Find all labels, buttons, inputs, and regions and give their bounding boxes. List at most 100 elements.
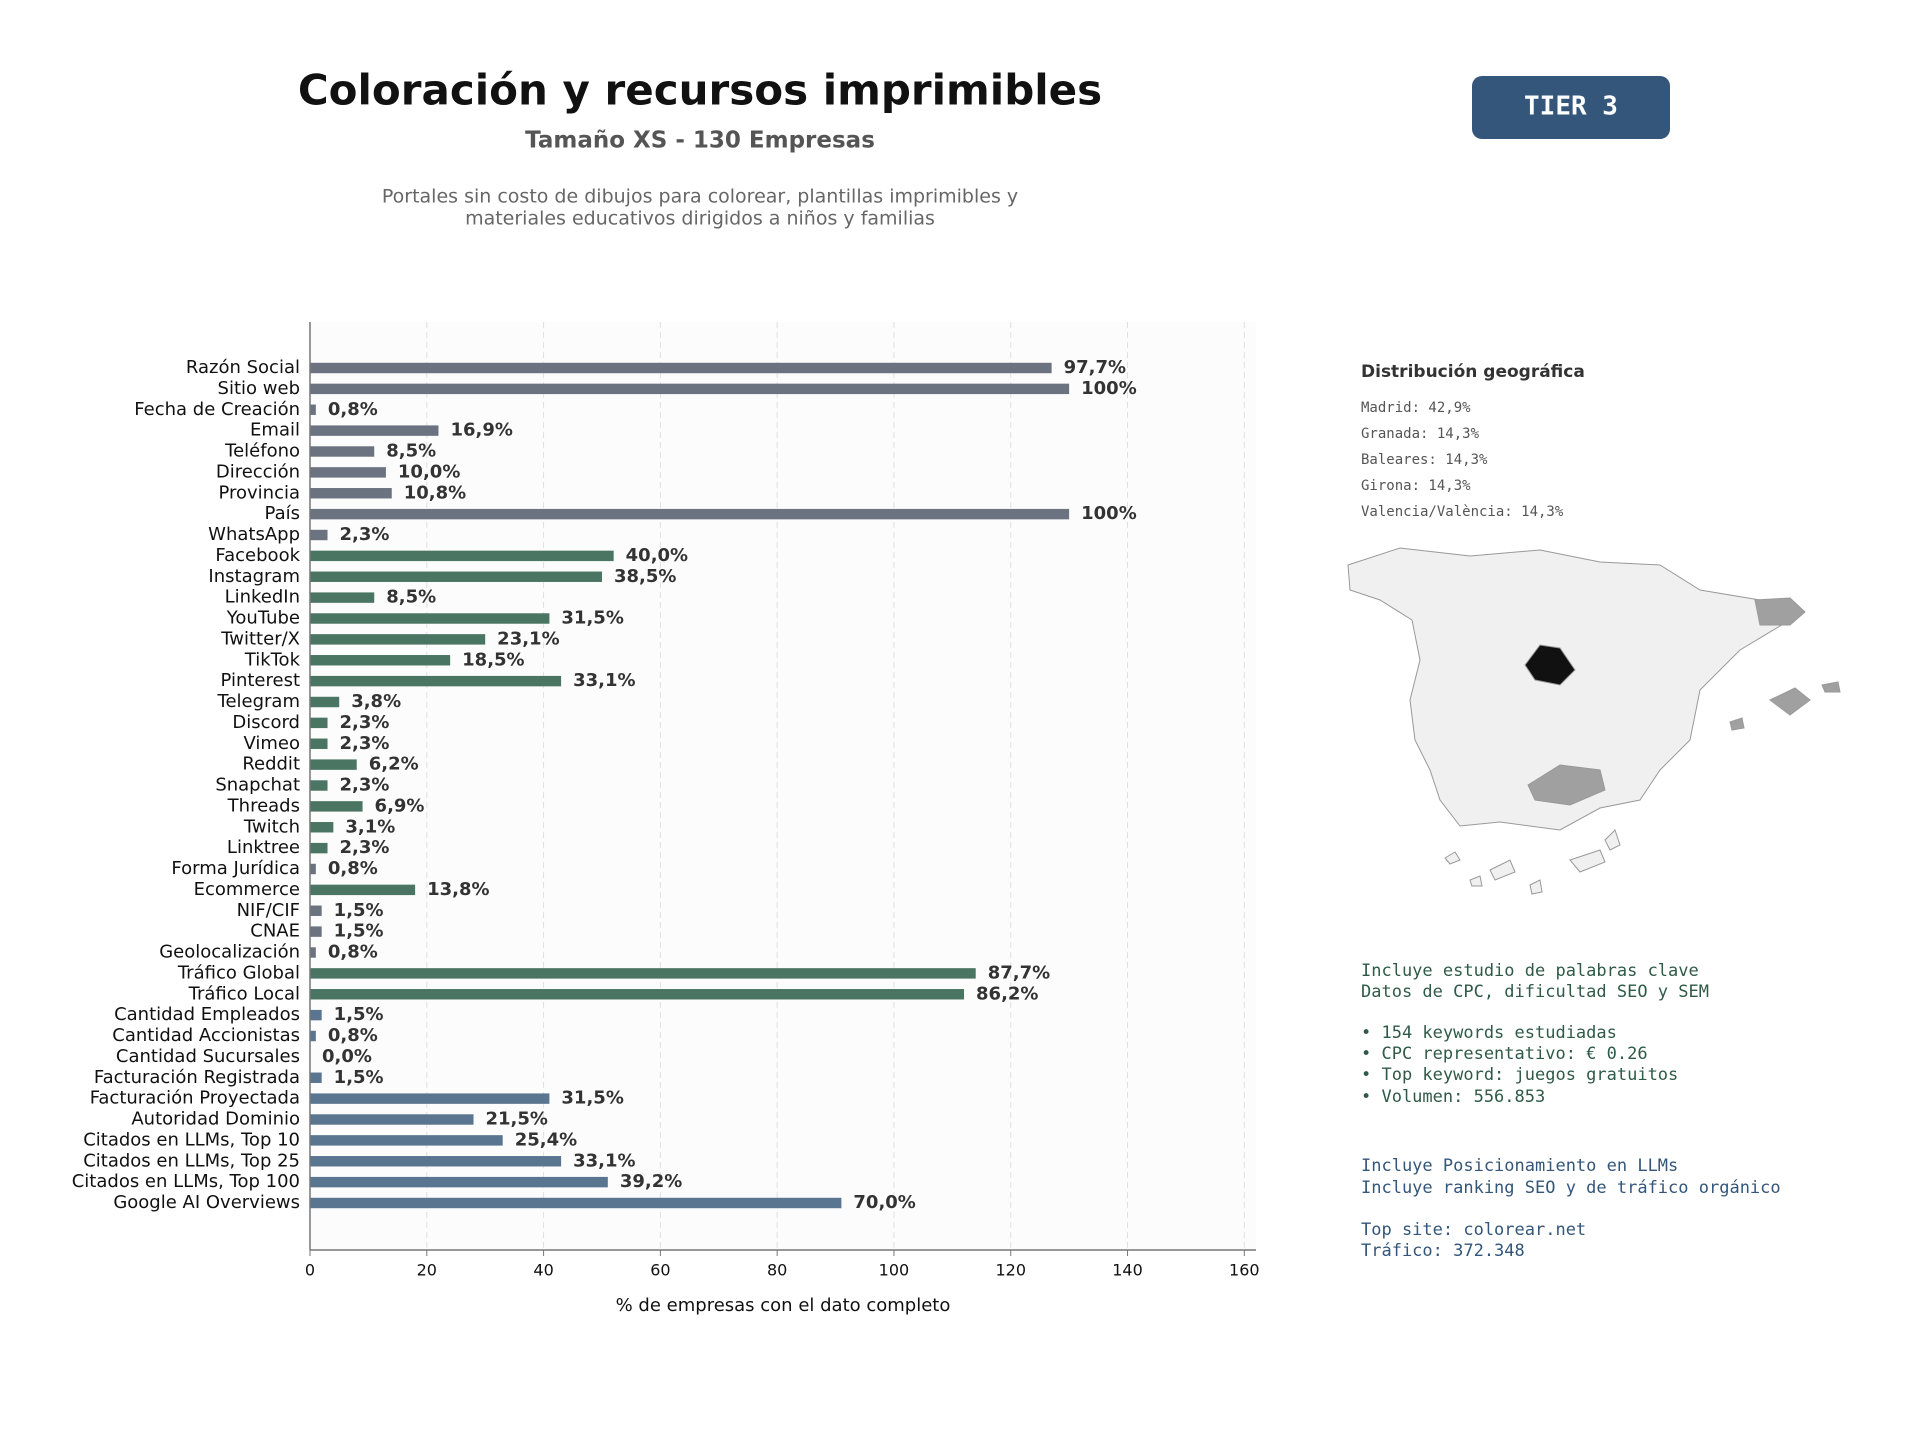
bar xyxy=(310,1176,608,1188)
region-baleares xyxy=(1729,717,1745,731)
value-label: 2,3% xyxy=(340,775,390,796)
y-tick-label: Tráfico Global xyxy=(177,962,300,983)
y-tick-label: Pinterest xyxy=(220,670,300,691)
geo-item: Girona: 14,3% xyxy=(1361,478,1471,494)
bar xyxy=(310,738,328,749)
region-girona xyxy=(1754,597,1806,626)
geo-list: Madrid: 42,9% Granada: 14,3% Baleares: 14,… xyxy=(1361,400,1564,520)
description: Portales sin costo de dibujos para color… xyxy=(382,186,1018,208)
y-tick-label: TikTok xyxy=(244,649,301,670)
bar xyxy=(310,592,375,603)
bar xyxy=(310,1030,316,1042)
value-label: 23,1% xyxy=(497,628,559,649)
llm-text: Tráfico: 372.348 xyxy=(1361,1241,1525,1261)
y-tick-label: Tráfico Local xyxy=(188,983,300,1004)
y-tick-label: Facturación Registrada xyxy=(94,1067,300,1088)
y-tick-label: Vimeo xyxy=(243,733,300,754)
y-tick-label: Teléfono xyxy=(224,441,300,462)
y-tick-label: YouTube xyxy=(226,608,300,629)
y-tick-label: Discord xyxy=(232,712,300,733)
geo-item: Valencia/València: 14,3% xyxy=(1361,504,1564,520)
bar xyxy=(310,717,328,729)
value-label: 1,5% xyxy=(334,900,384,921)
bar xyxy=(310,488,392,499)
bar xyxy=(310,425,439,436)
bar xyxy=(310,968,976,979)
value-label: 38,5% xyxy=(614,566,676,587)
y-tick-label: Reddit xyxy=(242,754,300,775)
value-label: 1,5% xyxy=(334,1004,384,1025)
canarias xyxy=(1444,829,1621,895)
bar xyxy=(310,780,328,791)
value-label: 2,3% xyxy=(340,837,390,858)
bar xyxy=(310,1156,562,1167)
y-tick-label: Dirección xyxy=(216,461,300,482)
y-tick-label: Geolocalización xyxy=(159,942,300,963)
bar xyxy=(310,696,340,708)
region-baleares xyxy=(1821,681,1841,693)
bar xyxy=(310,842,328,854)
y-tick-label: Twitter/X xyxy=(220,628,300,649)
bar xyxy=(310,675,562,687)
y-tick-label: NIF/CIF xyxy=(237,900,300,921)
y-tick-label: Sitio web xyxy=(218,378,300,399)
x-axis-label: % de empresas con el dato completo xyxy=(616,1295,951,1316)
y-tick-label: Telegram xyxy=(217,691,300,712)
llm-text: Incluye ranking SEO y de tráfico orgánic… xyxy=(1361,1178,1781,1198)
value-label: 97,7% xyxy=(1064,357,1126,378)
geo-item: Granada: 14,3% xyxy=(1361,426,1480,442)
value-label: 31,5% xyxy=(561,1088,623,1109)
badge-box xyxy=(1472,76,1670,139)
bar xyxy=(310,1197,842,1209)
value-label: 33,1% xyxy=(573,670,635,691)
y-tick-label: Email xyxy=(250,420,300,441)
region-baleares xyxy=(1769,687,1811,716)
keyword-text: • Volumen: 556.853 xyxy=(1361,1087,1545,1107)
value-label: 13,8% xyxy=(427,879,489,900)
bar xyxy=(310,926,322,937)
y-tick-label: Twitch xyxy=(243,816,300,837)
chart-subtitle: Tamaño XS - 130 Empresas xyxy=(525,128,875,154)
x-tick-label: 100 xyxy=(879,1261,910,1280)
y-tick-label: Provincia xyxy=(218,482,300,503)
y-tick-label: Facebook xyxy=(215,545,300,566)
badge: TIER 3 xyxy=(1524,92,1618,122)
bar xyxy=(310,362,1052,374)
value-label: 6,2% xyxy=(369,754,419,775)
value-label: 0,8% xyxy=(328,1025,378,1046)
value-label: 33,1% xyxy=(573,1150,635,1171)
y-tick-label: CNAE xyxy=(250,921,300,942)
x-tick-label: 20 xyxy=(417,1261,437,1280)
map xyxy=(1347,547,1841,895)
bar xyxy=(310,1093,550,1104)
value-label: 0,8% xyxy=(328,942,378,963)
y-tick-label: País xyxy=(265,503,300,524)
y-tick-label: Ecommerce xyxy=(194,879,300,900)
y-tick-label: Autoridad Dominio xyxy=(131,1109,300,1130)
value-label: 0,0% xyxy=(322,1046,372,1067)
value-label: 1,5% xyxy=(334,921,384,942)
bar xyxy=(310,759,357,770)
y-tick-label: Linktree xyxy=(227,837,300,858)
y-tick-label: Instagram xyxy=(208,566,300,587)
geo-item: Madrid: 42,9% xyxy=(1361,400,1471,416)
y-tick-label: LinkedIn xyxy=(225,587,300,608)
bar xyxy=(310,905,322,916)
keyword-text: • 154 keywords estudiadas xyxy=(1361,1023,1617,1043)
value-label: 87,7% xyxy=(988,962,1050,983)
bar xyxy=(310,947,316,958)
bar xyxy=(310,508,1070,520)
value-label: 100% xyxy=(1081,503,1137,524)
value-label: 86,2% xyxy=(976,983,1038,1004)
value-label: 1,5% xyxy=(334,1067,384,1088)
bar xyxy=(310,989,965,1000)
geo-item: Baleares: 14,3% xyxy=(1361,452,1488,468)
keyword-text: • Top keyword: juegos gratuitos xyxy=(1361,1065,1678,1085)
bar xyxy=(310,404,316,415)
bar xyxy=(310,822,334,833)
y-tick-label: Cantidad Sucursales xyxy=(116,1046,300,1067)
x-tick-label: 60 xyxy=(650,1261,670,1280)
llm-text: Top site: colorear.net xyxy=(1361,1220,1586,1240)
y-tick-label: Threads xyxy=(227,795,300,816)
